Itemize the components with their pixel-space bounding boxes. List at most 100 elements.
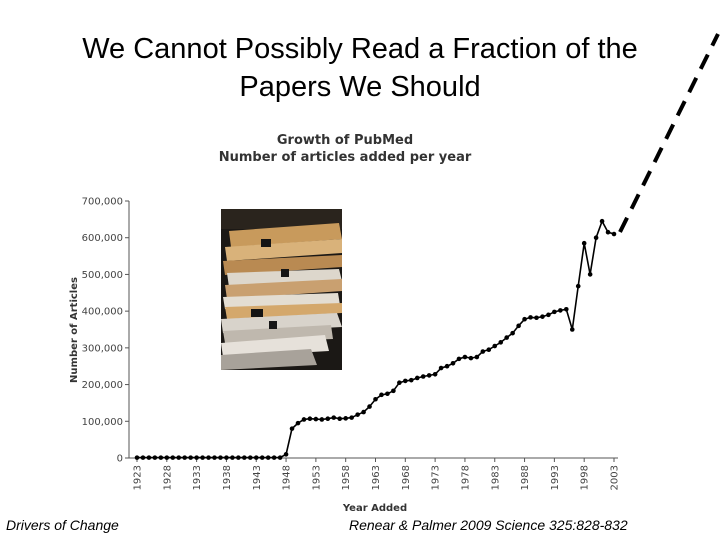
data-point — [319, 417, 325, 422]
data-point — [468, 355, 474, 361]
x-tick-label: 1993 — [550, 465, 561, 490]
x-tick-label: 1983 — [490, 465, 501, 490]
data-point — [414, 375, 420, 381]
data-point — [301, 417, 307, 422]
data-point — [462, 354, 468, 360]
x-tick-label: 1933 — [192, 465, 203, 490]
y-tick-label: 600,000 — [82, 233, 123, 244]
y-tick-label: 200,000 — [82, 380, 123, 391]
chart-subtitle: Number of articles added per year — [218, 150, 472, 165]
data-point — [313, 416, 319, 422]
data-point — [480, 349, 486, 354]
data-point — [325, 416, 331, 422]
data-point — [331, 415, 337, 420]
x-tick-label: 1973 — [431, 465, 442, 490]
data-point — [200, 455, 205, 460]
data-point — [450, 360, 456, 366]
data-point — [170, 455, 176, 460]
data-point — [420, 374, 426, 379]
data-point — [438, 365, 444, 371]
data-point — [534, 315, 539, 321]
y-tick-label: 300,000 — [82, 343, 123, 354]
data-point — [403, 378, 408, 384]
x-tick-label: 1998 — [580, 465, 591, 490]
y-tick-label: 100,000 — [82, 417, 123, 428]
data-point — [599, 218, 605, 224]
x-tick-label: 1928 — [162, 465, 173, 490]
projection-dashed-line — [618, 33, 720, 233]
data-point — [474, 354, 480, 360]
data-point — [140, 455, 146, 460]
data-point — [552, 309, 557, 315]
x-tick-label: 1948 — [282, 465, 293, 490]
data-point — [456, 356, 462, 362]
data-point — [379, 392, 384, 398]
x-tick-label: 1963 — [371, 465, 382, 490]
data-point — [581, 240, 587, 246]
data-point — [247, 455, 253, 460]
data-point — [164, 455, 170, 460]
data-point — [194, 455, 199, 460]
data-point — [283, 452, 289, 457]
data-point — [408, 377, 414, 383]
data-point — [587, 272, 593, 277]
data-point — [277, 455, 283, 460]
data-point — [146, 455, 152, 460]
data-point — [158, 455, 164, 460]
data-point — [426, 373, 432, 378]
data-point — [391, 388, 396, 394]
x-tick-label: 1958 — [341, 465, 352, 490]
chart-title: Growth of PubMed — [276, 133, 414, 148]
data-point — [307, 416, 313, 422]
x-tick-label: 1923 — [133, 465, 144, 490]
x-tick-label: 1988 — [520, 465, 531, 490]
data-point — [212, 455, 217, 460]
data-point — [373, 396, 378, 402]
data-point — [558, 308, 563, 313]
y-tick-label: 500,000 — [82, 270, 123, 281]
footer-left-caption: Drivers of Change — [6, 517, 119, 533]
footer-citation: Renear & Palmer 2009 Science 325:828-832 — [349, 517, 628, 533]
data-point — [337, 416, 343, 422]
data-point — [289, 426, 295, 431]
y-tick-label: 700,000 — [82, 197, 123, 208]
data-point — [236, 455, 241, 460]
data-point — [605, 229, 611, 235]
data-point — [343, 416, 348, 421]
x-tick-label: 1978 — [460, 465, 471, 490]
data-point — [206, 455, 211, 460]
data-point — [546, 312, 551, 318]
data-point — [367, 404, 372, 409]
slide-title-line-1: We Cannot Possibly Read a Fraction of th… — [82, 33, 638, 65]
data-point — [528, 315, 533, 320]
data-point — [361, 409, 366, 415]
y-tick-label: 0 — [117, 454, 123, 465]
data-point — [385, 391, 390, 397]
data-point — [349, 415, 354, 420]
x-axis-label: Year Added — [342, 503, 407, 514]
data-point — [593, 235, 599, 241]
data-point — [230, 455, 235, 460]
series-line — [137, 219, 615, 459]
data-point — [152, 455, 158, 460]
data-point — [432, 371, 438, 377]
x-tick-label: 1968 — [401, 465, 412, 490]
data-point — [492, 343, 498, 349]
data-point — [355, 412, 360, 417]
data-point — [522, 316, 527, 322]
data-point — [575, 283, 581, 289]
data-point — [224, 455, 229, 460]
data-point — [504, 335, 509, 340]
data-point — [498, 340, 504, 345]
data-point — [253, 455, 259, 460]
data-point — [397, 380, 402, 386]
data-point — [134, 455, 140, 460]
data-point — [218, 455, 223, 460]
chart-title-block: Growth of PubMed Number of articles adde… — [180, 132, 510, 166]
x-tick-label: 1953 — [311, 465, 322, 490]
data-point — [540, 314, 545, 319]
data-point — [188, 455, 193, 460]
slide-title: We Cannot Possibly Read a Fraction of th… — [40, 30, 680, 106]
stack-of-papers-photo — [221, 209, 342, 370]
data-point — [564, 307, 569, 312]
